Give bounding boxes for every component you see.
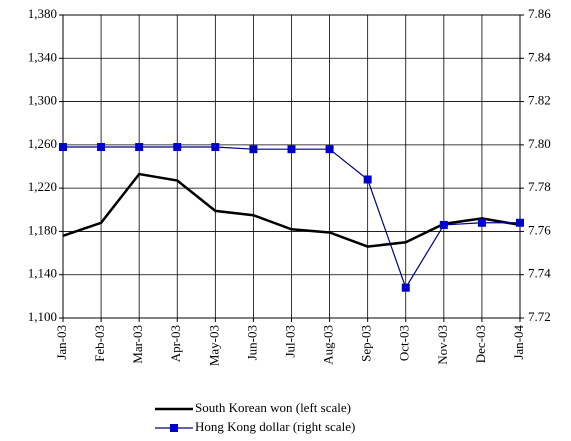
y-tick-label: 1,220 <box>28 179 57 194</box>
point-marker <box>97 143 106 152</box>
y2-tick-label: 7.82 <box>528 93 551 108</box>
y-tick-label: 1,260 <box>28 136 57 151</box>
x-tick-label: Oct-03 <box>397 325 412 361</box>
y-tick-label: 1,380 <box>28 6 57 21</box>
x-tick-label: Jan-04 <box>511 325 526 360</box>
y2-tick-label: 7.86 <box>528 6 551 21</box>
x-tick-label: May-03 <box>206 325 221 366</box>
x-tick-label: Feb-03 <box>92 325 107 362</box>
point-marker <box>363 175 372 184</box>
point-marker <box>173 143 182 152</box>
point-marker <box>439 220 448 229</box>
y-tick-label: 1,180 <box>28 222 57 237</box>
y2-tick-label: 7.74 <box>528 266 551 281</box>
point-marker <box>135 143 144 152</box>
x-tick-label: Jun-03 <box>244 325 259 360</box>
x-tick-label: Jul-03 <box>282 325 297 358</box>
x-tick-label: Mar-03 <box>130 325 145 364</box>
y-tick-label: 1,100 <box>28 309 57 324</box>
legend-label: South Korean won (left scale) <box>195 400 351 415</box>
y2-tick-label: 7.78 <box>528 179 551 194</box>
y2-tick-label: 7.84 <box>528 49 551 64</box>
point-marker <box>287 145 296 154</box>
y2-tick-label: 7.80 <box>528 136 551 151</box>
x-tick-label: Dec-03 <box>473 325 488 363</box>
x-tick-label: Sep-03 <box>359 325 374 362</box>
x-tick-label: Jan-03 <box>54 325 69 360</box>
point-marker <box>401 283 410 292</box>
x-tick-label: Aug-03 <box>321 325 336 365</box>
y2-tick-label: 7.72 <box>528 309 551 324</box>
point-marker <box>249 145 258 154</box>
point-marker <box>477 218 486 227</box>
point-marker <box>325 145 334 154</box>
y-tick-label: 1,340 <box>28 49 57 64</box>
legend-label: Hong Kong dollar (right scale) <box>195 419 355 434</box>
y-tick-label: 1,140 <box>28 266 57 281</box>
point-marker <box>59 143 67 152</box>
x-tick-label: Nov-03 <box>435 325 450 365</box>
point-marker <box>211 143 220 152</box>
y-tick-label: 1,300 <box>28 93 57 108</box>
x-tick-label: Apr-03 <box>168 325 183 362</box>
point-marker <box>516 218 524 227</box>
y2-tick-label: 7.76 <box>528 222 551 237</box>
legend-marker <box>170 424 178 432</box>
